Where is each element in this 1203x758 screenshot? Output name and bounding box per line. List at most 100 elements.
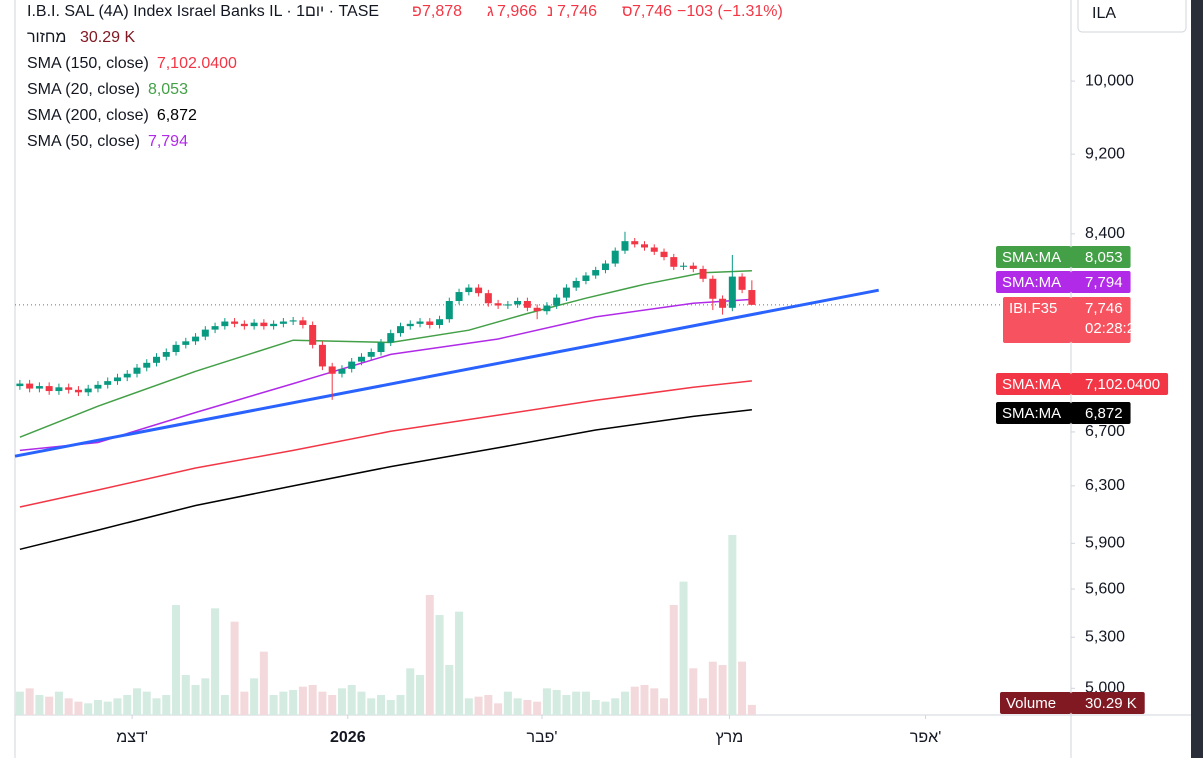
volume-bar: [259, 651, 268, 715]
x-tick-label: אפר': [910, 729, 941, 746]
volume-bar: [172, 605, 181, 715]
y-tick-label: 6,700: [1085, 423, 1125, 440]
candle-body: [162, 352, 170, 357]
y-tick-label: 5,600: [1085, 580, 1125, 597]
candle-body: [611, 250, 619, 264]
tag-value: 6,872: [1085, 405, 1123, 422]
tag-value: 7,746: [1085, 300, 1123, 317]
volume-bar: [201, 678, 210, 715]
volume-bar: [562, 695, 571, 715]
volume-bar: [367, 698, 376, 715]
tag-box: [1071, 297, 1131, 343]
tag-box: [996, 402, 1071, 424]
volume-bar: [699, 698, 708, 715]
sma-line: [19, 270, 752, 438]
volume-bar: [533, 701, 542, 715]
currency-box[interactable]: [1077, 0, 1187, 33]
candle-body: [153, 356, 161, 363]
ohlc-letter: ס: [622, 3, 633, 20]
volume-bar: [728, 535, 737, 715]
volume-bar: [103, 701, 112, 715]
volume-bar: [250, 678, 259, 715]
volume-bar: [230, 621, 239, 715]
tag-label: SMA:MA: [1002, 376, 1061, 393]
volume-bar: [523, 700, 532, 715]
candle-body: [172, 344, 180, 353]
price-tag: SMA:MA 8,053: [996, 246, 1131, 268]
y-tick-label: 5,900: [1085, 535, 1125, 552]
volume-bar: [357, 691, 366, 715]
ohlc-value: 7,966: [497, 3, 537, 20]
volume-bar: [84, 703, 93, 715]
x-tick-label: מרץ: [716, 729, 744, 746]
trendline: [14, 288, 879, 458]
candle-body: [397, 326, 405, 334]
volume-bar: [455, 611, 464, 715]
tag-box: [996, 246, 1071, 268]
volume-bar: [279, 691, 288, 715]
ohlc-value: 7,878: [422, 3, 462, 20]
volume-legend-label: מחזור: [27, 29, 66, 46]
volume-bar: [45, 696, 54, 715]
candle-body: [631, 241, 639, 245]
candle-body: [133, 367, 141, 374]
candle-body: [260, 322, 268, 327]
candle-body: [211, 326, 219, 330]
volume-bar: [630, 686, 639, 715]
candle-body: [231, 321, 239, 324]
volume-bar: [406, 668, 415, 715]
volume-bar: [669, 605, 678, 715]
volume-bar: [191, 685, 200, 715]
volume-bar: [35, 695, 44, 715]
y-tick-label: 5,300: [1085, 628, 1125, 645]
ohlc-value: 7,746: [632, 3, 672, 20]
legend-name: SMA (200, close): [27, 107, 149, 124]
currency: ILA: [1092, 5, 1116, 22]
candle-body: [35, 386, 43, 389]
candle-body: [514, 301, 522, 305]
candle-body: [221, 321, 229, 327]
volume-bar: [494, 703, 503, 715]
volume-bar: [93, 700, 102, 715]
y-tick-label: 10,000: [1085, 72, 1134, 89]
candle-body: [436, 319, 444, 325]
tag-label: SMA:MA: [1002, 249, 1061, 266]
candle-body: [279, 321, 287, 324]
volume-bar: [738, 661, 747, 715]
candle-body: [738, 276, 746, 290]
tag-value: 7,102.0400: [1085, 376, 1160, 393]
volume-bar: [142, 691, 151, 715]
ohlc-letter: נ: [547, 3, 553, 20]
candle-body: [240, 323, 248, 327]
tag-box: [996, 373, 1071, 395]
volume-bar: [347, 685, 356, 715]
tag-box: [996, 271, 1071, 293]
candle-body: [182, 341, 190, 345]
volume-bar: [474, 696, 483, 715]
candle-body: [104, 381, 112, 385]
candle-body: [543, 305, 551, 312]
candle-body: [484, 293, 492, 304]
candle-body: [699, 268, 707, 279]
candle-body: [84, 388, 92, 393]
volume-bar: [318, 691, 327, 715]
y-tick-label: 8,400: [1085, 225, 1125, 242]
sma-line: [19, 380, 752, 508]
volume-bar: [445, 665, 454, 715]
price-tag: IBI.F35 7,746 02:28:28: [1003, 297, 1143, 343]
candle-body: [299, 320, 307, 325]
volume-bar: [123, 695, 132, 715]
tag-label: Volume: [1006, 695, 1056, 712]
y-tick-label: 6,300: [1085, 477, 1125, 494]
candle-body: [455, 292, 463, 302]
candle-body: [475, 287, 483, 294]
price-tag: SMA:MA 7,102.0400: [996, 373, 1169, 395]
candle-body: [338, 368, 346, 374]
candle-body: [367, 352, 375, 357]
candle-body: [113, 377, 121, 382]
volume-bar: [660, 698, 669, 715]
volume-bar: [25, 688, 34, 715]
candle-body: [406, 323, 414, 327]
